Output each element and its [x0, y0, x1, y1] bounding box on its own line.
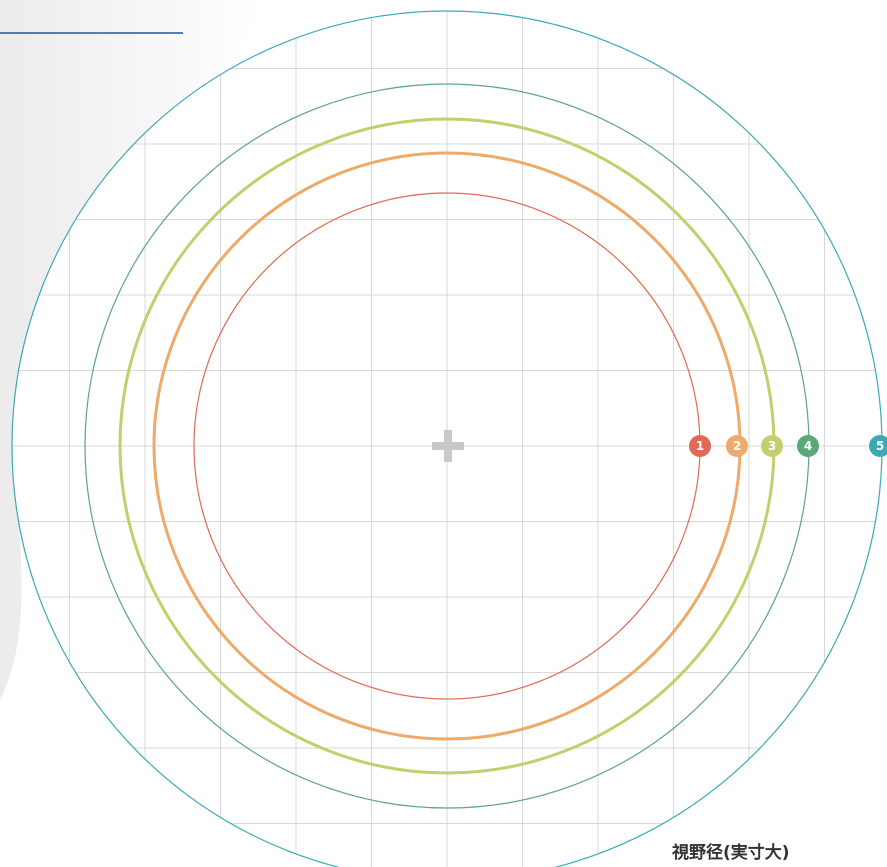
caption: 視野径(実寸大) — [671, 842, 790, 863]
background-photo — [0, 0, 260, 700]
marker-badge — [689, 435, 711, 457]
marker-label: 2 — [733, 439, 741, 453]
marker-label: 5 — [876, 439, 884, 453]
marker-label: 3 — [768, 439, 776, 453]
center-cross — [432, 430, 464, 462]
marker-label: 4 — [804, 439, 812, 453]
markers: 1 2 3 4 5 — [689, 435, 887, 457]
marker-badge — [869, 435, 887, 457]
marker-badge — [761, 435, 783, 457]
marker-badge — [726, 435, 748, 457]
marker-label: 1 — [696, 439, 704, 453]
marker-badge — [797, 435, 819, 457]
